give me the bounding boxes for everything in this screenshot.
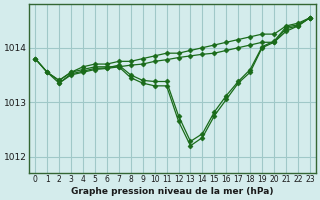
X-axis label: Graphe pression niveau de la mer (hPa): Graphe pression niveau de la mer (hPa)	[71, 187, 274, 196]
